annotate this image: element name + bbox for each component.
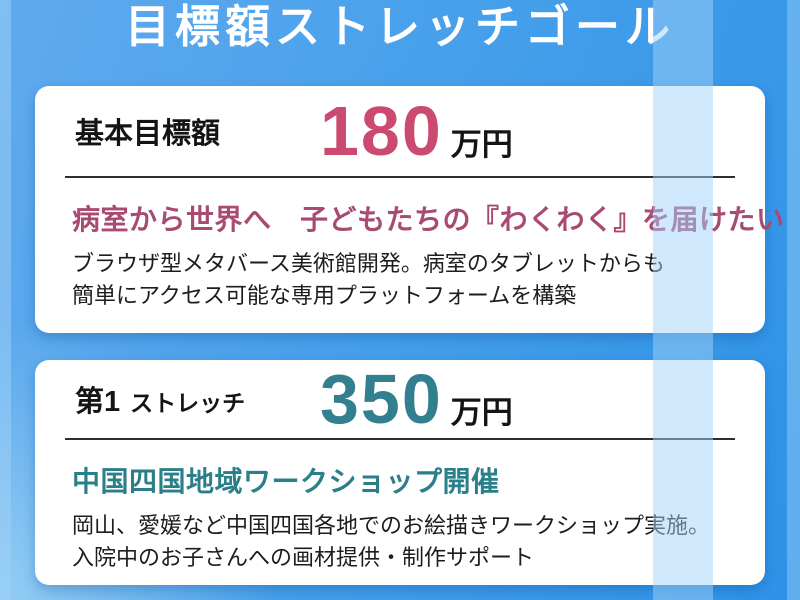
goal-card-stretch-1: 第1 ストレッチ 350 万円 中国四国地域ワークショップ開催 岡山、愛媛など中… [35,360,765,585]
amount-group: 180 万円 [320,96,513,166]
card-heading: 中国四国地域ワークショップ開催 [72,466,500,497]
divider [65,176,735,178]
card-description: ブラウザ型メタバース美術館開発。病室のタブレットからも 簡単にアクセス可能な専用… [72,248,737,312]
vertical-stripe-right [787,0,800,600]
card-description: 岡山、愛媛など中国四国各地でのお絵描きワークショップ実施。 入院中のお子さんへの… [72,510,737,574]
card-label: 第1 ストレッチ [65,378,290,420]
amount-row: 基本目標額 180 万円 [35,86,765,176]
goal-card-basic: 基本目標額 180 万円 病室から世界へ 子どもたちの『わくわく』を届けたい ブ… [35,86,785,333]
card-heading: 病室から世界へ 子どもたちの『わくわく』を届けたい [72,204,785,235]
amount-unit: 万円 [450,395,513,430]
card-label-main: 基本目標額 [75,118,221,150]
card-label-main: 第1 [75,386,121,418]
card-description-line: ブラウザ型メタバース美術館開発。病室のタブレットからも [72,251,665,276]
amount-value: 180 [320,92,443,170]
amount-value: 350 [320,360,443,438]
amount-group: 350 万円 [320,364,513,434]
divider [65,438,735,440]
card-description-line: 入院中のお子さんへの画材提供・制作サポート [72,544,535,570]
amount-row: 第1 ストレッチ 350 万円 [35,360,765,438]
card-description-line: 簡単にアクセス可能な専用プラットフォームを構築 [72,282,577,308]
card-label-sub: ストレッチ [130,390,246,416]
card-label: 基本目標額 [65,110,290,152]
amount-unit: 万円 [450,127,513,162]
vertical-stripe-left [0,0,11,600]
card-description-line: 岡山、愛媛など中国四国各地でのお絵描きワークショップ実施。 [72,513,711,538]
page-title: 目標額ストレッチゴール [124,1,675,52]
